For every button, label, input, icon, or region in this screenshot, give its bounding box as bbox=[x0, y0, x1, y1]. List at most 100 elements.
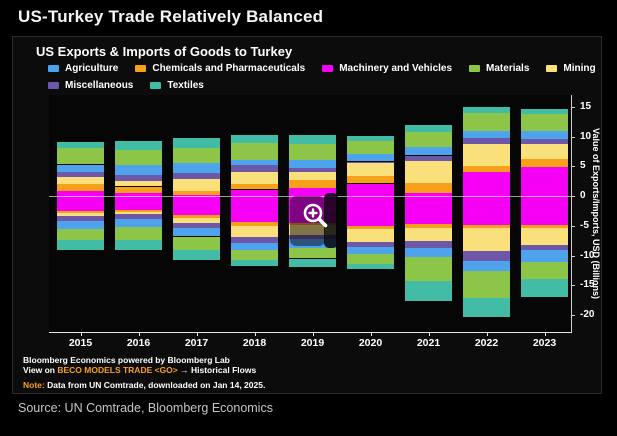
bar-2016-import-agriculture bbox=[115, 218, 162, 227]
note-label: Note: bbox=[23, 380, 45, 390]
x-tick-label-2017: 2017 bbox=[184, 337, 209, 349]
x-tick-label-2019: 2019 bbox=[300, 337, 325, 349]
bar-2021-import-miscellaneous bbox=[405, 241, 452, 248]
bar-2016-import-textiles bbox=[115, 240, 162, 251]
x-tick-mark bbox=[81, 332, 82, 336]
legend-item-mining: Mining bbox=[546, 63, 596, 74]
bar-2016-import-machinery-and-vehicles bbox=[115, 196, 162, 211]
bar-2023-import-miscellaneous bbox=[521, 244, 568, 251]
bar-2021-import-materials bbox=[405, 256, 452, 282]
legend-label: Materials bbox=[486, 63, 530, 74]
bar-2017-import-materials bbox=[173, 236, 220, 250]
legend-swatch bbox=[150, 82, 162, 89]
bar-2023-export-agriculture bbox=[521, 130, 568, 139]
bar-2022-import-textiles bbox=[463, 297, 510, 318]
legend-swatch bbox=[469, 65, 481, 72]
bar-2021-import-agriculture bbox=[405, 247, 452, 257]
bar-2019-export-agriculture bbox=[289, 160, 336, 168]
x-tick-mark bbox=[371, 332, 372, 336]
y-tick-mark bbox=[571, 196, 575, 197]
bar-2019-export-miscellaneous bbox=[289, 168, 336, 172]
x-tick-mark bbox=[313, 332, 314, 336]
magnifier-plus-icon bbox=[303, 203, 328, 228]
bar-2017-export-machinery-and-vehicles bbox=[173, 195, 220, 196]
bar-2015-export-textiles bbox=[57, 141, 104, 149]
footer-line-2: View on BECO MODELS TRADE <GO> → Histori… bbox=[23, 364, 265, 376]
bar-2020-import-materials bbox=[347, 254, 394, 264]
x-tick-mark bbox=[255, 332, 256, 336]
y-tick-mark bbox=[571, 225, 575, 227]
legend-label: Machinery and Vehicles bbox=[339, 63, 453, 74]
bar-2018-export-miscellaneous bbox=[231, 165, 278, 172]
bar-2019-export-chemicals-and-pharmaceuticals bbox=[289, 179, 336, 188]
bar-2016-import-mining bbox=[115, 212, 162, 214]
bar-2018-import-textiles bbox=[231, 260, 278, 267]
bar-2018-export-materials bbox=[231, 143, 278, 160]
x-tick-label-2018: 2018 bbox=[242, 337, 267, 349]
bar-2023-import-agriculture bbox=[521, 250, 568, 262]
bar-2015-import-mining bbox=[57, 213, 104, 217]
bar-2023-export-mining bbox=[521, 144, 568, 160]
bar-2017-import-mining bbox=[173, 218, 220, 223]
bar-2021-import-textiles bbox=[405, 281, 452, 302]
bar-2015-import-materials bbox=[57, 228, 104, 240]
beco-models-trade-link[interactable]: BECO MODELS TRADE <GO> bbox=[57, 364, 178, 375]
x-tick-label-2020: 2020 bbox=[358, 337, 383, 349]
bar-2015-export-miscellaneous bbox=[57, 171, 104, 177]
chart-title: US Exports & Imports of Goods to Turkey bbox=[36, 44, 293, 59]
bar-2023-export-materials bbox=[521, 113, 568, 131]
bar-2015-import-miscellaneous bbox=[57, 216, 104, 221]
bar-2017-export-chemicals-and-pharmaceuticals bbox=[173, 190, 220, 196]
bar-2017-import-miscellaneous bbox=[173, 222, 220, 229]
bar-2018-import-chemicals-and-pharmaceuticals bbox=[231, 222, 278, 227]
bar-2017-export-textiles bbox=[173, 138, 220, 148]
plot-area: 2015 2016 2017 2018 2019 2020 2021 2022 2023 15 10… bbox=[49, 95, 594, 349]
bar-2020-export-machinery-and-vehicles bbox=[347, 183, 394, 196]
bar-2017-import-chemicals-and-pharmaceuticals bbox=[173, 215, 220, 218]
bar-2018-export-mining bbox=[231, 171, 278, 185]
bar-2023-import-machinery-and-vehicles bbox=[521, 196, 568, 225]
bar-2021-export-miscellaneous bbox=[405, 155, 452, 161]
bar-2016-export-mining bbox=[115, 181, 162, 187]
legend-label: Miscellaneous bbox=[65, 80, 134, 91]
bar-2016-export-materials bbox=[115, 150, 162, 166]
bar-2020-import-textiles bbox=[347, 263, 394, 270]
y-tick-label-5: 5 bbox=[580, 160, 586, 172]
bar-2015-export-machinery-and-vehicles bbox=[57, 190, 104, 196]
bar-2018-import-miscellaneous bbox=[231, 237, 278, 244]
bar-2019-import-textiles bbox=[289, 258, 336, 267]
legend-row-2: Miscellaneous Textiles bbox=[48, 80, 588, 91]
bar-2020-export-miscellaneous bbox=[347, 161, 394, 163]
x-tick-label-2022: 2022 bbox=[474, 337, 499, 349]
footer-line-1: Bloomberg Economics powered by Bloomberg… bbox=[23, 355, 230, 365]
bar-2015-export-materials bbox=[57, 148, 104, 165]
y-tick-label--15: -15 bbox=[580, 279, 595, 291]
chart-legend: Agriculture Chemicals and Pharmaceuticals… bbox=[48, 63, 596, 97]
legend-item-machinery-and-vehicles: Machinery and Vehicles bbox=[322, 63, 452, 74]
bar-2023-export-textiles bbox=[521, 108, 568, 114]
bar-2022-import-materials bbox=[463, 271, 510, 298]
bar-2016-import-miscellaneous bbox=[115, 213, 162, 219]
y-tick-mark bbox=[571, 136, 575, 138]
bar-2016-export-chemicals-and-pharmaceuticals bbox=[115, 186, 162, 193]
bar-2015-import-chemicals-and-pharmaceuticals bbox=[57, 210, 104, 214]
y-tick-label-10: 10 bbox=[580, 130, 592, 142]
bar-2022-import-chemicals-and-pharmaceuticals bbox=[463, 225, 510, 229]
footer-view-on: View on bbox=[23, 364, 58, 375]
bar-2017-import-machinery-and-vehicles bbox=[173, 196, 220, 215]
bar-2022-import-agriculture bbox=[463, 260, 510, 271]
bar-2016-import-materials bbox=[115, 226, 162, 240]
zoom-cursor-shadow bbox=[324, 193, 338, 248]
legend-label: Textiles bbox=[167, 80, 204, 91]
bar-2020-export-chemicals-and-pharmaceuticals bbox=[347, 175, 394, 184]
legend-swatch bbox=[48, 82, 59, 89]
y-tick-label-0: 0 bbox=[580, 190, 586, 201]
bar-2023-import-textiles bbox=[521, 278, 568, 298]
bar-2016-export-textiles bbox=[115, 141, 162, 151]
legend-label: Agriculture bbox=[65, 63, 119, 74]
bar-2017-export-agriculture bbox=[173, 163, 220, 174]
bar-2017-export-mining bbox=[173, 179, 220, 191]
legend-item-agriculture: Agriculture bbox=[48, 63, 118, 74]
legend-swatch bbox=[48, 65, 59, 72]
legend-swatch bbox=[322, 65, 334, 72]
